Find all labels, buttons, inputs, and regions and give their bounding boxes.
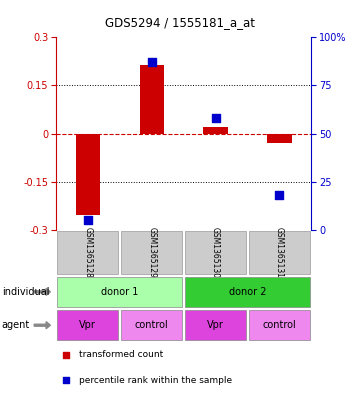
Bar — [185, 310, 246, 340]
Point — [63, 351, 69, 358]
Text: GSM1365131: GSM1365131 — [275, 227, 284, 278]
Bar — [121, 310, 182, 340]
Point — [276, 192, 282, 198]
Text: control: control — [262, 320, 296, 330]
Bar — [249, 310, 310, 340]
Bar — [203, 127, 228, 134]
Text: GSM1365130: GSM1365130 — [211, 227, 220, 278]
Bar — [57, 277, 182, 307]
Text: GSM1365129: GSM1365129 — [147, 227, 156, 278]
Text: percentile rank within the sample: percentile rank within the sample — [79, 376, 232, 385]
Text: individual: individual — [2, 287, 49, 297]
Bar — [185, 277, 310, 307]
Text: Vpr: Vpr — [79, 320, 96, 330]
Bar — [121, 231, 182, 274]
Bar — [57, 310, 118, 340]
Text: agent: agent — [2, 320, 30, 330]
Point — [63, 377, 69, 384]
Text: control: control — [135, 320, 168, 330]
Text: donor 2: donor 2 — [229, 287, 266, 297]
Text: Vpr: Vpr — [207, 320, 224, 330]
Text: GDS5294 / 1555181_a_at: GDS5294 / 1555181_a_at — [105, 16, 255, 29]
Bar — [185, 231, 246, 274]
Text: GSM1365128: GSM1365128 — [83, 227, 92, 278]
Bar — [76, 134, 100, 215]
Point — [213, 115, 219, 121]
Bar — [140, 64, 164, 134]
Text: donor 1: donor 1 — [101, 287, 138, 297]
Point — [85, 217, 91, 223]
Bar — [249, 231, 310, 274]
Point — [149, 59, 154, 66]
Text: transformed count: transformed count — [79, 350, 163, 359]
Bar — [57, 231, 118, 274]
Bar — [267, 134, 292, 143]
